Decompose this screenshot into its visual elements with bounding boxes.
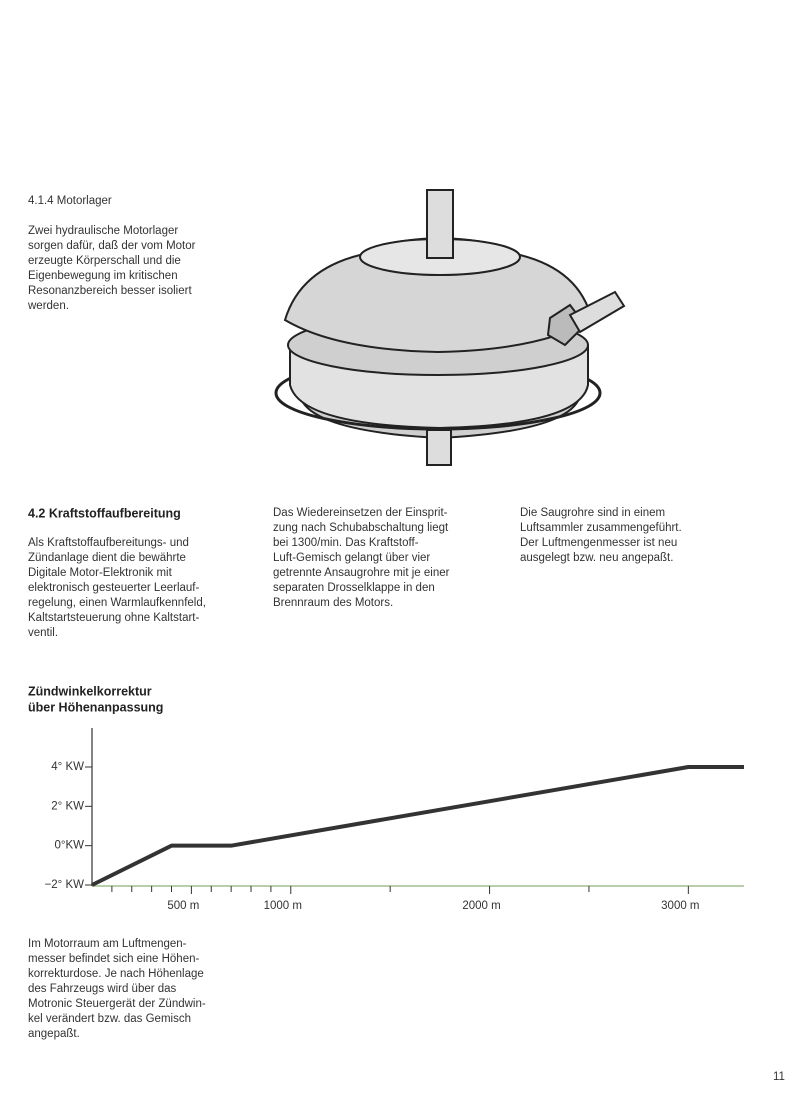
text-line: Motronic Steuergerät der Zündwin- <box>28 998 206 1010</box>
text-line: Digitale Motor-Elektronik mit <box>28 567 173 579</box>
text-line: werden. <box>27 300 69 312</box>
text-line: Luftsammler zusammengeführt. <box>520 522 682 534</box>
x-tick-label: 2000 m <box>462 900 500 912</box>
y-tick-label: 0°KW <box>54 840 84 852</box>
text-line: Als Kraftstoffaufbereitungs- und <box>28 537 189 549</box>
x-tick-label: 3000 m <box>661 900 699 912</box>
x-tick-label: 500 m <box>167 900 199 912</box>
text-line: Eigenbewegung im kritischen <box>28 270 178 282</box>
data-line <box>91 765 744 887</box>
page-number: 11 <box>773 1071 785 1083</box>
y-tick-label: 2° KW <box>51 800 84 812</box>
text-line: messer befindet sich eine Höhen- <box>28 953 199 965</box>
text-line: erzeugte Körperschall und die <box>28 255 181 267</box>
text-line: des Fahrzeugs wird über das <box>28 983 177 995</box>
text-line: Die Saugrohre sind in einem <box>520 507 665 519</box>
text-line: Resonanzbereich besser isoliert <box>28 285 192 297</box>
section-heading: 4.2 Kraftstoffaufbereitung <box>28 506 181 520</box>
text-line: Im Motorraum am Luftmengen- <box>28 938 187 950</box>
text-line: Der Luftmengenmesser ist neu <box>520 537 677 549</box>
text-line: über Höhenanpassung <box>28 700 163 714</box>
y-tick-label: −2° KW <box>45 879 85 891</box>
text-line: kel verändert bzw. das Gemisch <box>28 1013 191 1025</box>
text-line: Zündanlage dient die bewährte <box>28 552 186 564</box>
text-line: Luft-Gemisch gelangt über vier <box>273 552 430 564</box>
y-tick-label: 4° KW <box>51 761 84 773</box>
text-line: Das Wiedereinsetzen der Einsprit- <box>273 507 448 519</box>
text-line: Kaltstartsteuerung ohne Kaltstart- <box>28 612 199 624</box>
text-line: korrekturdose. Je nach Höhenlage <box>28 968 204 980</box>
text-line: zung nach Schubabschaltung liegt <box>273 522 449 534</box>
text-line: elektronisch gesteuerter Leerlauf- <box>28 582 199 594</box>
text-line: ausgelegt bzw. neu angepaßt. <box>520 552 673 564</box>
text-line: separaten Drosselklappe in den <box>273 582 435 594</box>
text-line: Zwei hydraulische Motorlager <box>28 225 178 237</box>
x-tick-label: 1000 m <box>264 900 302 912</box>
text-line: bei 1300/min. Das Kraftstoff- <box>273 537 419 549</box>
text-line: getrennte Ansaugrohre mit je einer <box>273 567 450 579</box>
section-heading: 4.1.4 Motorlager <box>28 195 112 207</box>
engine-mount-illustration <box>274 189 626 466</box>
text-line: regelung, einen Warmlaufkennfeld, <box>28 597 206 609</box>
text-line: Zündwinkelkorrektur <box>28 684 152 698</box>
text-line: sorgen dafür, daß der vom Motor <box>28 240 196 252</box>
text-line: angepaßt. <box>28 1028 80 1040</box>
text-line: ventil. <box>28 627 58 639</box>
text-line: Brennraum des Motors. <box>273 597 393 609</box>
